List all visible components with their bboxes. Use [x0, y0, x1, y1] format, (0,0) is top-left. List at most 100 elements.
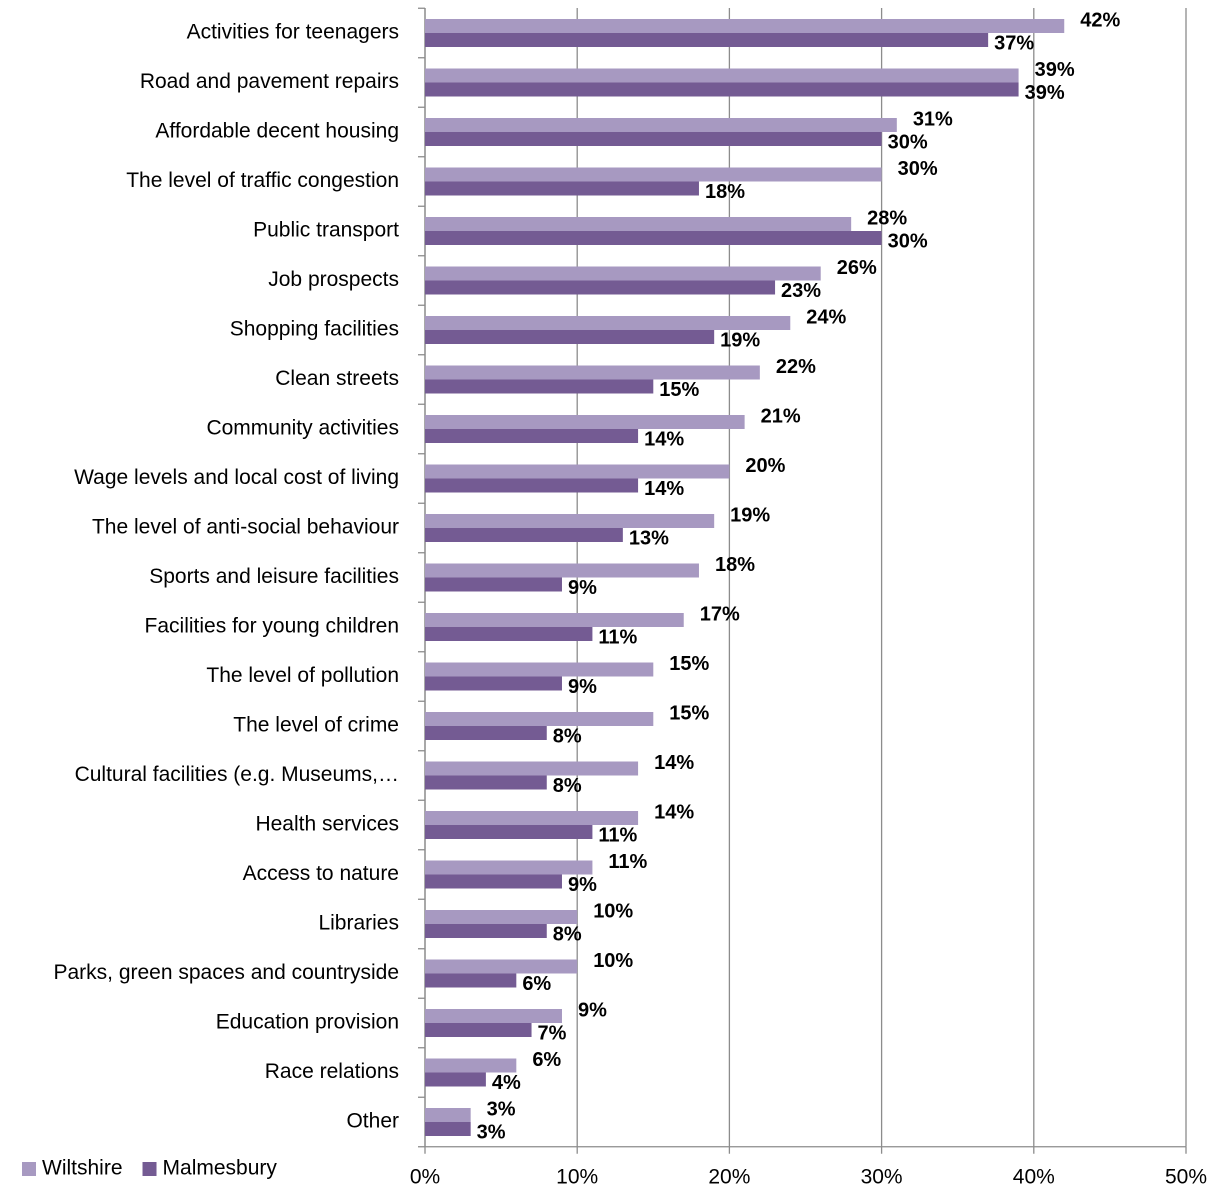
data-label: 9%: [568, 577, 597, 599]
data-label: 9%: [568, 874, 597, 896]
data-label: 15%: [659, 379, 699, 401]
y-tick-label: The level of traffic congestion: [126, 169, 399, 192]
bar: [425, 167, 882, 182]
y-tick-label: Facilities for young children: [145, 615, 399, 638]
bar: [425, 825, 593, 839]
data-label: 37%: [994, 32, 1034, 54]
data-label: 10%: [593, 950, 633, 972]
legend-label: Wiltshire: [42, 1157, 123, 1180]
data-label: 9%: [578, 999, 607, 1021]
bar: [425, 613, 684, 627]
data-label: 14%: [644, 428, 684, 450]
bar: [425, 811, 639, 825]
bar: [425, 132, 882, 146]
data-label: 28%: [867, 207, 907, 229]
data-label: 18%: [705, 181, 745, 203]
y-tick-label: Parks, green spaces and countryside: [53, 961, 399, 984]
y-tick-label: The level of crime: [233, 714, 399, 737]
bar: [425, 1023, 532, 1037]
bar: [425, 528, 623, 542]
x-tick-label: 50%: [1165, 1166, 1207, 1189]
data-label: 24%: [806, 306, 846, 328]
bar: [425, 415, 745, 429]
bar: [425, 330, 715, 344]
bar: [425, 464, 730, 479]
bar: [425, 1122, 471, 1136]
bar: [425, 19, 1065, 33]
data-label: 14%: [654, 801, 694, 823]
bar: [425, 761, 639, 776]
bar: [425, 726, 547, 740]
y-tick-label: Wage levels and local cost of living: [74, 466, 399, 489]
data-label: 31%: [913, 108, 953, 130]
bar: [425, 82, 1019, 97]
bar: [425, 316, 791, 330]
x-tick-label: 0%: [410, 1166, 440, 1189]
data-label: 23%: [781, 280, 821, 302]
y-tick-label: Community activities: [206, 417, 399, 440]
bar: [425, 231, 882, 245]
data-label: 3%: [487, 1098, 516, 1120]
data-label: 11%: [598, 626, 637, 648]
bar: [425, 973, 517, 988]
y-tick-label: Public transport: [253, 219, 399, 242]
data-label: 30%: [888, 131, 928, 153]
data-label: 19%: [720, 329, 760, 351]
data-label: 30%: [898, 158, 938, 180]
bar: [425, 924, 547, 938]
data-label: 19%: [730, 504, 770, 526]
bar: [425, 33, 989, 47]
y-tick-label: Job prospects: [268, 268, 399, 291]
y-tick-label: Cultural facilities (e.g. Museums,…: [75, 763, 399, 786]
data-label: 30%: [888, 230, 928, 252]
x-tick-label: 30%: [861, 1166, 903, 1189]
data-label: 17%: [700, 603, 740, 625]
data-label: 9%: [568, 676, 597, 698]
y-tick-label: Road and pavement repairs: [140, 70, 399, 93]
bar: [425, 118, 897, 132]
y-tick-label: Education provision: [216, 1011, 399, 1034]
data-label: 6%: [522, 973, 551, 995]
legend-swatch: [22, 1162, 36, 1176]
y-tick-label: The level of anti-social behaviour: [92, 516, 399, 539]
legend-swatch: [142, 1162, 157, 1176]
data-label: 39%: [1025, 82, 1065, 104]
y-tick-label: Access to nature: [243, 862, 399, 885]
data-label: 11%: [598, 824, 637, 846]
y-tick-label: Other: [346, 1110, 399, 1133]
bar: [425, 1108, 471, 1122]
data-label: 20%: [745, 455, 785, 477]
data-label: 15%: [669, 653, 709, 675]
data-label: 26%: [837, 257, 877, 279]
bar: [425, 577, 562, 592]
bar: [425, 1009, 562, 1023]
bar: [425, 68, 1019, 83]
bar: [425, 860, 593, 875]
bar: [425, 365, 760, 380]
data-label: 8%: [553, 725, 582, 747]
legend-label: Malmesbury: [163, 1157, 278, 1180]
data-label: 11%: [608, 851, 647, 873]
bar: [425, 478, 639, 493]
data-label: 4%: [492, 1072, 521, 1094]
bar: [425, 1072, 486, 1087]
bar: [425, 266, 821, 281]
bar: [425, 959, 578, 974]
y-tick-label: Health services: [255, 813, 399, 836]
data-label: 6%: [532, 1049, 561, 1071]
data-label: 14%: [654, 752, 694, 774]
data-label: 8%: [553, 775, 582, 797]
x-tick-label: 10%: [556, 1166, 598, 1189]
data-label: 3%: [477, 1121, 506, 1143]
y-tick-label: Activities for teenagers: [187, 21, 399, 44]
bar: [425, 627, 593, 641]
data-label: 21%: [761, 405, 801, 427]
bar: [425, 181, 699, 196]
bar: [425, 662, 654, 677]
x-tick-label: 40%: [1013, 1166, 1055, 1189]
x-tick-label: 20%: [708, 1166, 750, 1189]
bar: [425, 514, 715, 528]
data-label: 7%: [538, 1022, 567, 1044]
y-tick-label: Affordable decent housing: [155, 120, 399, 143]
bar: [425, 379, 654, 394]
